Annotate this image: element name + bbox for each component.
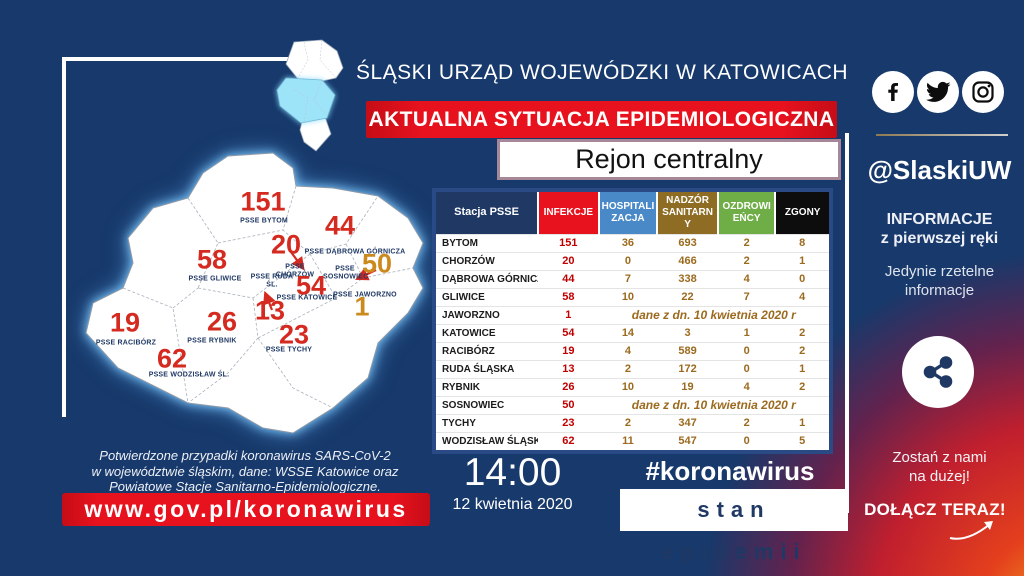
map-label: 20 — [270, 229, 302, 260]
curved-arrow-icon — [949, 521, 993, 540]
social-handle[interactable]: @SlaskiUW — [867, 155, 1012, 185]
column-header-supervision: NADZÓR SANITARNY — [656, 190, 718, 235]
timestamp-block: 14:00 12 kwietnia 2020 — [440, 452, 585, 514]
map-label: 23 — [278, 319, 310, 350]
info-tagline: INFORMACJE z pierwszej ręki — [880, 211, 999, 247]
table-row: BYTOM 151 36 693 2 8 — [434, 234, 831, 253]
map-label: PSSE WODZISŁAW ŚL. — [148, 371, 230, 379]
page-title: ŚLĄSKI URZĄD WOJEWÓDZKI W KATOWICACH — [355, 61, 849, 84]
psse-data-table: Stacja PSSE INFEKCJE HOSPITALIZACJA NADZ… — [432, 188, 833, 454]
table-row: CHORZÓW 20 0 466 2 1 — [434, 252, 831, 271]
date-value: 12 kwietnia 2020 — [452, 496, 573, 513]
data-note: dane z dn. 10 kwietnia 2020 r — [598, 396, 831, 415]
map-label: PSSE TYCHY — [265, 346, 313, 354]
map-label: PSSE RYBNIK — [187, 337, 237, 345]
region-map-shape — [85, 152, 424, 434]
map-label: PSSE SOSNOWIEC — [323, 265, 369, 281]
share-icon[interactable] — [902, 336, 974, 408]
map-label: 44 — [324, 210, 356, 241]
table-row: GLIWICE 58 10 22 7 4 — [434, 288, 831, 307]
map-label: PSSE JAWORZNO — [333, 291, 397, 299]
map-label: PSSE CHORZÓW — [275, 263, 315, 279]
table-row: RACIBÓRZ 19 4 589 0 2 — [434, 342, 831, 361]
map-label: 50 — [361, 248, 393, 279]
table-row: RUDA ŚLĄSKA 13 2 172 0 1 — [434, 360, 831, 379]
decor-frame-top-left — [62, 57, 299, 417]
voivodeship-mini-map — [276, 39, 344, 152]
facebook-icon[interactable] — [872, 71, 914, 113]
table-row: RYBNIK 26 10 19 4 2 — [434, 378, 831, 397]
map-label: 1 — [354, 291, 370, 322]
map-label: PSSE DĄBROWA GÓRNICZA — [304, 248, 406, 256]
table-row-note: JAWORZNO 1 dane z dn. 10 kwietnia 2020 r — [434, 306, 831, 325]
table-row: KATOWICE 54 14 3 1 2 — [434, 324, 831, 343]
map-label: PSSE BYTOM — [240, 217, 288, 225]
column-header-psse: Stacja PSSE — [434, 190, 539, 235]
column-header-hospitalization: HOSPITALIZACJA — [597, 190, 658, 235]
instagram-icon[interactable] — [962, 71, 1004, 113]
data-note: dane z dn. 10 kwietnia 2020 r — [598, 306, 831, 325]
map-label: PSSE RUDA ŚL. — [250, 273, 294, 289]
table-row: WODZISŁAW ŚLĄSKI 62 11 547 0 5 — [434, 432, 831, 452]
region-map: 151 PSSE BYTOM 44 PSSE DĄBROWA GÓRNICZA … — [78, 148, 428, 448]
map-label: PSSE KATOWICE — [276, 294, 338, 302]
gov-url-banner[interactable]: www.gov.pl/koronawirus — [62, 493, 430, 526]
twitter-icon[interactable] — [917, 71, 959, 113]
map-label: 19 — [109, 307, 141, 338]
hashtag-label[interactable]: #koronawirus — [645, 456, 815, 486]
epidemic-banner: AKTUALNA SYTUACJA EPIDEMIOLOGICZNA — [366, 101, 837, 138]
column-header-recovered: OZDROWIEŃCY — [716, 190, 776, 235]
sidebar-divider — [876, 134, 1008, 136]
column-header-infections: INFEKCJE — [537, 190, 599, 235]
map-label: PSSE RACIBÓRZ — [95, 339, 157, 347]
table-row: TYCHY 23 2 347 2 1 — [434, 414, 831, 433]
stay-with-us-text: Zostań z nami na dużej! — [892, 449, 987, 485]
map-label: 62 — [156, 343, 188, 374]
source-note: Potwierdzone przypadki koronawirus SARS-… — [91, 448, 399, 494]
info-subline: Jedynie rzetelne informacje — [884, 263, 995, 299]
time-value: 14:00 — [463, 451, 562, 494]
join-now-cta[interactable]: DOŁĄCZ TERAZ! — [864, 500, 1006, 519]
map-label: 151 — [240, 186, 286, 217]
decor-frame-right — [845, 133, 849, 513]
map-label: 54 — [295, 270, 327, 301]
region-label: Rejon centralny — [497, 139, 841, 180]
table-row: DĄBROWA GÓRNICZA 44 7 338 4 0 — [434, 270, 831, 289]
table-row-note: SOSNOWIEC 50 dane z dn. 10 kwietnia 2020… — [434, 396, 831, 415]
table-header-row: Stacja PSSE INFEKCJE HOSPITALIZACJA NADZ… — [434, 190, 831, 235]
epidemic-status-badge: stan epidemii — [620, 489, 848, 564]
map-label: 26 — [206, 306, 238, 337]
map-label: 58 — [196, 244, 228, 275]
column-header-deaths: ZGONY — [774, 190, 831, 235]
map-label: PSSE GLIWICE — [188, 275, 242, 283]
map-label: 13 — [254, 295, 286, 326]
